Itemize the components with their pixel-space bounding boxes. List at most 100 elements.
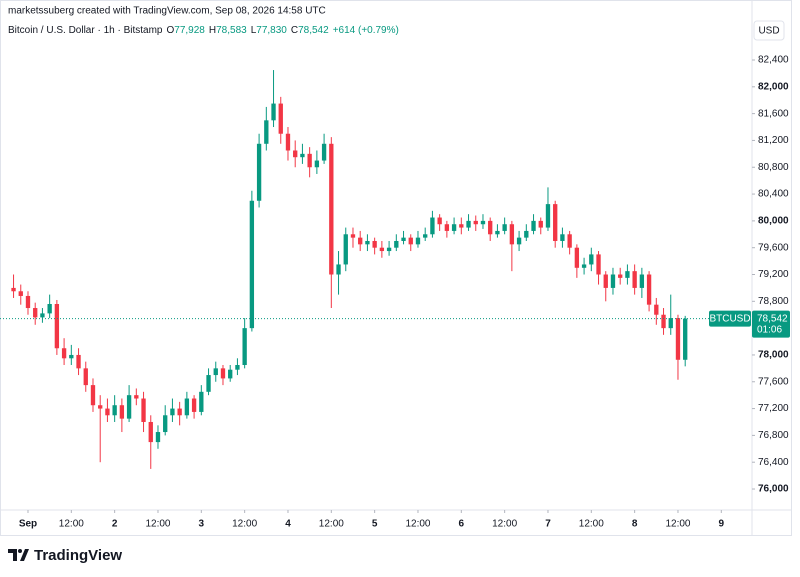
candle-body — [141, 398, 146, 422]
candle-body — [683, 318, 688, 360]
price-tag — [752, 310, 790, 338]
candle-body — [112, 405, 117, 416]
brand: TradingView — [34, 547, 122, 564]
x-tick-label: Sep — [19, 519, 37, 530]
candle-body — [119, 405, 125, 419]
candle-body — [40, 313, 45, 318]
logo: TradingView — [8, 547, 122, 564]
x-tick-label: 6 — [459, 519, 465, 530]
candle-body — [574, 247, 580, 268]
candle-body — [163, 415, 168, 433]
countdown: 01:06 — [757, 324, 782, 335]
candle-body — [134, 395, 139, 399]
candle-body — [220, 368, 226, 379]
candle-body — [581, 264, 587, 268]
y-tick-label: 82,400 — [758, 55, 789, 66]
candle-body — [242, 328, 247, 366]
candle-body — [480, 220, 486, 225]
x-tick-label: 3 — [199, 519, 205, 530]
y-tick-label: 77,200 — [758, 403, 789, 414]
price-label: 78,542 — [757, 313, 788, 324]
x-tick-label: 4 — [285, 519, 291, 530]
candle-body — [33, 308, 38, 318]
candle-body — [603, 274, 608, 288]
candle-body — [126, 395, 132, 419]
symbol-tag — [709, 310, 751, 327]
candle-body — [451, 224, 457, 231]
candle-body — [444, 224, 450, 231]
candle-body — [206, 375, 211, 392]
candle-body — [191, 398, 197, 412]
currency[interactable]: USD — [758, 26, 779, 37]
candle-body — [184, 398, 190, 416]
x-tick-label: 12:00 — [665, 519, 690, 530]
ohlc-value: 77,830 — [256, 25, 287, 36]
candle-body — [98, 405, 103, 409]
candle-body — [401, 237, 406, 241]
candle-body — [639, 274, 645, 288]
candle-body — [509, 224, 515, 245]
candle-body — [90, 385, 96, 406]
x-tick-label: 12:00 — [579, 519, 604, 530]
candle-body — [213, 368, 218, 376]
x-tick-label: 12:00 — [492, 519, 517, 530]
y-tick-label: 78,800 — [758, 296, 789, 307]
y-tick-label: 82,000 — [758, 81, 789, 92]
x-tick-label: 7 — [545, 519, 551, 530]
x-tick-label: 12:00 — [405, 519, 430, 530]
y-tick-label: 76,400 — [758, 457, 789, 468]
candle-body — [177, 408, 182, 416]
x-tick-label: 12:00 — [145, 519, 170, 530]
candle-body — [646, 274, 652, 305]
candle-body — [155, 432, 161, 443]
candle-body — [47, 304, 52, 314]
candle-body — [199, 391, 204, 412]
y-tick-label: 79,600 — [758, 242, 789, 253]
candle-body — [300, 153, 305, 158]
candle-body — [148, 421, 153, 443]
candle-body — [567, 234, 572, 248]
y-tick-label: 80,800 — [758, 162, 789, 173]
candle-body — [278, 103, 283, 134]
currency-button[interactable] — [753, 20, 785, 41]
candle-body — [524, 230, 529, 238]
y-tick-label: 80,400 — [758, 189, 789, 200]
candle-body — [560, 234, 565, 241]
candle-body — [386, 247, 392, 252]
candle-body — [625, 271, 630, 278]
frame — [0, 0, 792, 536]
logo-dot — [18, 549, 22, 553]
candle-body — [531, 220, 536, 231]
y-tick-label: 79,200 — [758, 269, 789, 280]
candle-body — [307, 153, 312, 168]
candle-body — [394, 240, 399, 248]
candle-body — [76, 354, 81, 369]
ohlc-label: O — [167, 25, 175, 36]
ohlc-label: H — [209, 25, 216, 36]
instrument-name: Bitcoin / U.S. Dollar · 1h · Bitstamp — [8, 25, 163, 36]
y-tick-label: 77,600 — [758, 376, 789, 387]
y-tick-label: 76,800 — [758, 430, 789, 441]
candle-body — [83, 368, 88, 386]
x-tick-label: 5 — [372, 519, 378, 530]
candle-body — [25, 295, 31, 309]
candle-body — [430, 217, 435, 235]
candle-body — [343, 234, 348, 265]
candle-body — [473, 220, 478, 225]
plot: 76,00076,40076,80077,20077,60078,00078,4… — [0, 55, 790, 530]
candle-body — [69, 354, 74, 359]
ohlc-value: 78,583 — [216, 25, 247, 36]
y-tick-label: 80,000 — [758, 216, 789, 227]
candle-body — [553, 204, 558, 241]
candle-body — [293, 150, 298, 158]
candle-body — [379, 247, 385, 252]
y-tick-label: 76,000 — [758, 484, 789, 495]
candle-body — [264, 120, 269, 144]
candle-body — [675, 318, 681, 360]
candle-body — [466, 220, 471, 228]
x-tick-label: 12:00 — [232, 519, 257, 530]
candle-body — [235, 365, 240, 370]
candle-body — [632, 271, 637, 288]
x-tick-label: 9 — [719, 519, 725, 530]
symbol-label: BTCUSD — [709, 313, 750, 324]
